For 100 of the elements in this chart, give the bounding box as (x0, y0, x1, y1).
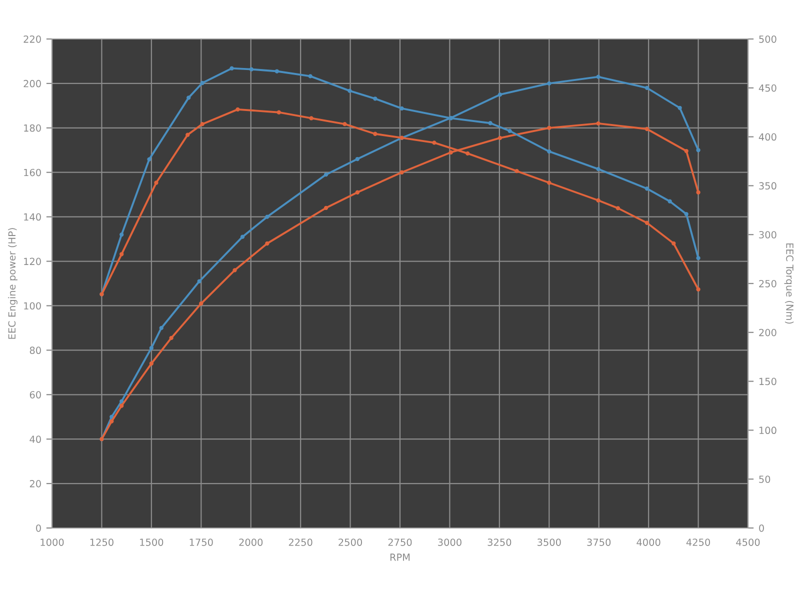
point (547, 180, 552, 185)
point (547, 149, 552, 154)
point (169, 336, 174, 340)
y2-tick-label: 250 (759, 280, 776, 288)
point (147, 157, 152, 162)
y2-tick-label: 0 (759, 524, 764, 532)
point (232, 268, 237, 272)
point (432, 140, 436, 145)
point (324, 206, 328, 210)
y2-tick-label: 50 (759, 476, 770, 483)
point (200, 122, 204, 126)
x-tick-label: 4000 (636, 538, 660, 546)
point (274, 69, 279, 74)
x-tick-label: 4250 (686, 538, 710, 546)
x-tick-label: 3750 (587, 538, 611, 546)
y-tick-label: 220 (24, 35, 41, 43)
point (249, 67, 254, 72)
y2-tick-label: 200 (759, 328, 776, 336)
point (373, 96, 378, 101)
point (498, 136, 502, 140)
point (448, 150, 453, 154)
point (355, 190, 360, 194)
x-tick-label: 1000 (40, 538, 64, 546)
point (508, 128, 512, 134)
point (200, 80, 204, 86)
y-tick-label: 180 (24, 124, 41, 132)
point (644, 126, 650, 132)
point (276, 110, 281, 114)
point (596, 121, 600, 126)
y-tick-label: 60 (30, 391, 41, 398)
point (668, 199, 672, 204)
point (684, 148, 688, 154)
x-tick-label: 1250 (90, 538, 114, 546)
y2-axis-title: EEC Torque (Nm) (784, 243, 794, 324)
point (186, 96, 191, 100)
y-tick-label: 80 (30, 346, 41, 354)
point (110, 419, 114, 424)
point (236, 107, 240, 112)
point (547, 126, 552, 130)
point (514, 168, 519, 174)
point (355, 156, 360, 162)
point (696, 190, 700, 194)
x-tick-label: 2250 (288, 538, 312, 546)
point (348, 88, 352, 93)
point (120, 252, 124, 256)
y-tick-label: 200 (24, 80, 41, 88)
point (149, 346, 154, 350)
point (400, 170, 404, 174)
point (696, 287, 700, 292)
point (400, 106, 404, 111)
point (186, 132, 190, 137)
y-tick-label: 40 (30, 436, 41, 443)
y-tick-label: 100 (24, 302, 41, 310)
y-tick-label: 140 (24, 213, 41, 221)
y-axis-title: EEC Engine power (HP) (8, 228, 18, 339)
x-tick-label: 2000 (239, 538, 263, 546)
point (373, 132, 378, 136)
point (596, 166, 600, 172)
point (672, 241, 676, 246)
y2-tick-label: 150 (759, 378, 776, 386)
y2-tick-label: 350 (759, 182, 776, 190)
point (342, 122, 347, 126)
point (120, 404, 124, 408)
point (309, 116, 314, 120)
point (644, 86, 650, 90)
x-tick-label: 3250 (488, 538, 512, 546)
point (466, 151, 470, 156)
point (684, 212, 688, 216)
point (644, 220, 650, 225)
point (678, 106, 682, 110)
y-tick-label: 160 (24, 168, 41, 176)
y2-tick-label: 500 (759, 35, 776, 43)
x-tick-label: 1500 (140, 538, 164, 546)
x-tick-label: 4500 (736, 538, 760, 546)
y2-tick-label: 300 (759, 231, 776, 238)
y2-tick-label: 400 (758, 133, 776, 141)
y2-tick-label: 100 (759, 426, 776, 434)
point (308, 74, 312, 78)
y-tick-label: 0 (36, 524, 41, 532)
x-tick-label: 2500 (338, 538, 362, 546)
point (696, 256, 700, 260)
point (616, 206, 620, 210)
y2-tick-label: 450 (758, 84, 776, 92)
point (120, 232, 124, 237)
point (644, 186, 650, 191)
point (498, 92, 502, 97)
point (149, 361, 154, 366)
point (265, 214, 270, 219)
point (240, 234, 245, 239)
point (265, 241, 270, 246)
point (159, 326, 164, 330)
x-tick-label: 3000 (438, 538, 462, 546)
point (230, 66, 234, 70)
point (197, 279, 202, 284)
x-axis-title: RPM (390, 554, 410, 561)
y-tick-label: 120 (24, 258, 41, 266)
point (596, 198, 600, 202)
point (120, 399, 124, 404)
point (324, 172, 328, 177)
point (696, 148, 700, 152)
